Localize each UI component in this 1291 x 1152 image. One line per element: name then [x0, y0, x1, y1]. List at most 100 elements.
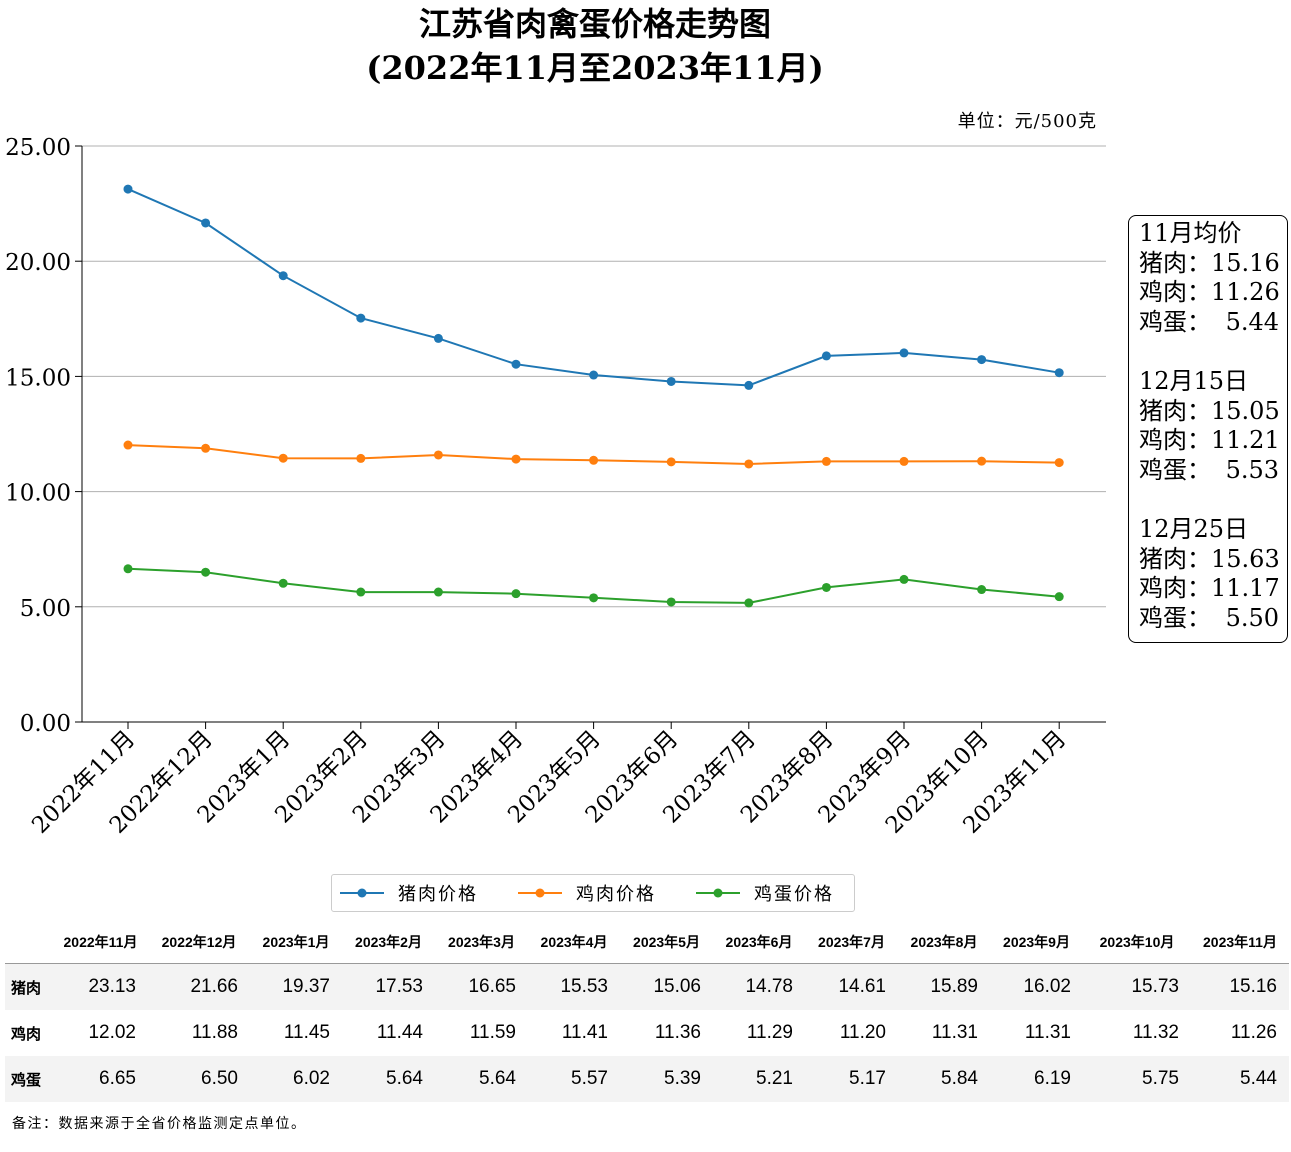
data-point-pork	[123, 184, 133, 194]
table-cell: 5.44	[1191, 1056, 1289, 1102]
data-point-pork	[821, 351, 831, 361]
info-label: 鸡肉：	[1139, 574, 1211, 602]
table-cell: 21.66	[148, 963, 250, 1010]
table-cell: 11.45	[283, 1022, 330, 1043]
table-cell: 5.57	[528, 1056, 620, 1102]
table-cell: 6.19	[990, 1056, 1083, 1102]
table-cell: 5.21	[713, 1056, 805, 1102]
info-label: 鸡蛋：	[1139, 603, 1211, 632]
legend-marker-egg	[696, 888, 740, 898]
info-value: 11.17	[1211, 574, 1280, 602]
data-point-chicken	[589, 455, 599, 465]
info-row-chicken: 鸡肉： 11.17	[1139, 574, 1280, 604]
table-column-header: 2023年11月	[1191, 921, 1289, 964]
data-point-egg	[899, 574, 909, 584]
info-row-chicken: 鸡肉： 11.21	[1139, 426, 1280, 456]
table-cell: 16.65	[435, 963, 528, 1010]
data-point-pork	[899, 348, 909, 358]
table-row: 鸡肉 12.02 11.88 11.45 11.44 11.59 11.41 11.36 11.…	[5, 1010, 1289, 1056]
price-data-table: 2022年11月 2022年12月 2023年1月 2023年2月 2023年3月 202…	[5, 921, 1289, 1102]
table-column-header: 2023年3月	[435, 921, 528, 964]
table-column-header: 2022年12月	[148, 921, 250, 964]
data-point-pork	[511, 359, 521, 369]
info-block-dec-15: 12月15日 猪肉： 15.05 鸡肉： 11.21 鸡蛋： 5.53	[1139, 367, 1280, 485]
table-row: 猪肉 23.13 21.66 19.37 17.53 16.65 15.53 15.06 14.…	[5, 963, 1289, 1010]
info-row-egg: 鸡蛋： 5.44	[1139, 308, 1279, 338]
chart-title: 江苏省肉禽蛋价格走势图 (2022年11月至2023年11月)	[0, 2, 1190, 90]
table-cell: 17.53	[342, 963, 435, 1010]
data-point-egg	[589, 593, 599, 603]
info-label: 鸡蛋：	[1139, 307, 1211, 336]
data-point-pork	[589, 370, 599, 380]
chart-title-line-1: 江苏省肉禽蛋价格走势图	[418, 5, 771, 43]
table-cell: 14.78	[713, 963, 805, 1010]
line-chart: 单位：元/500克 0.005.0010.0015.0020.0025.0020…	[5, 111, 1106, 839]
data-point-chicken	[1054, 458, 1064, 468]
data-point-pork	[356, 313, 366, 323]
data-point-chicken	[123, 440, 133, 450]
table-cell: 11.41	[561, 1022, 608, 1043]
table-cell: 11.20	[839, 1022, 886, 1043]
data-point-pork	[278, 271, 288, 281]
table-column-header: 2023年9月	[990, 921, 1083, 964]
table-column-header: 2023年6月	[713, 921, 805, 964]
data-point-egg	[744, 598, 754, 608]
table-cell: 15.73	[1083, 963, 1191, 1010]
legend-marker-chicken	[518, 888, 562, 898]
legend-item-egg: 鸡蛋价格	[694, 880, 834, 906]
info-block-monthly-average: 11月均价 猪肉： 15.16 鸡肉： 11.26 鸡蛋： 5.44	[1139, 219, 1280, 338]
y-tick-label: 20.00	[5, 250, 71, 276]
unit-label: 单位：元/500克	[958, 111, 1097, 132]
data-point-pork	[744, 380, 754, 390]
legend-label-pork: 猪肉价格	[398, 884, 478, 905]
info-row-pork: 猪肉： 15.05	[1139, 396, 1280, 427]
data-point-egg	[356, 587, 366, 597]
table-column-header: 2023年5月	[620, 921, 713, 964]
info-block-heading: 12月25日	[1139, 515, 1249, 543]
data-point-egg	[123, 564, 133, 574]
legend-marker-pork	[340, 888, 384, 898]
y-tick-label: 10.00	[5, 481, 71, 507]
info-row-pork: 猪肉： 15.63	[1139, 544, 1280, 575]
info-row-pork: 猪肉： 15.16	[1139, 249, 1280, 279]
legend-label-egg: 鸡蛋价格	[754, 884, 834, 905]
info-label: 猪肉：	[1139, 396, 1211, 425]
table-cell: 6.50	[148, 1056, 250, 1102]
table-cell: 11.59	[469, 1022, 516, 1043]
table-cell: 14.61	[805, 963, 898, 1010]
table-cell: 19.37	[250, 963, 342, 1010]
footnote: 备注：数据来源于全省价格监测定点单位。	[12, 1116, 307, 1132]
data-point-egg	[666, 597, 676, 607]
data-point-egg	[278, 578, 288, 588]
table-cell: 11.26	[1230, 1022, 1277, 1043]
table-cell: 6.65	[53, 1056, 148, 1102]
table-column-header: 2022年11月	[53, 921, 148, 964]
table-cell: 23.13	[53, 963, 148, 1010]
data-point-pork	[201, 218, 211, 228]
info-value: 15.63	[1211, 544, 1280, 573]
data-point-chicken	[278, 453, 288, 463]
table-column-header: 2023年7月	[805, 921, 898, 964]
table-column-header: 2023年1月	[250, 921, 342, 964]
table-cell: 11.32	[1132, 1022, 1179, 1043]
info-value: 11.26	[1211, 278, 1280, 306]
data-point-pork	[666, 376, 676, 386]
data-point-chicken	[821, 456, 831, 466]
data-point-pork	[1054, 368, 1064, 378]
data-point-chicken	[201, 443, 211, 453]
table-row-label: 鸡蛋	[5, 1056, 53, 1102]
table-row-label: 猪肉	[5, 963, 53, 1010]
price-info-box: 11月均价 猪肉： 15.16 鸡肉： 11.26 鸡蛋： 5.44 12月15日 猪…	[1128, 215, 1288, 643]
info-block-heading: 12月15日	[1139, 367, 1249, 395]
info-value: 5.50	[1225, 603, 1279, 632]
info-label: 鸡蛋：	[1139, 455, 1211, 484]
data-point-egg	[201, 567, 211, 577]
data-point-egg	[821, 582, 831, 592]
table-cell: 5.64	[435, 1056, 528, 1102]
data-point-chicken	[433, 450, 443, 460]
y-tick-label: 15.00	[5, 365, 71, 391]
data-point-chicken	[666, 457, 676, 467]
table-cell: 5.84	[898, 1056, 990, 1102]
data-point-egg	[977, 585, 987, 595]
table-cell: 16.02	[990, 963, 1083, 1010]
